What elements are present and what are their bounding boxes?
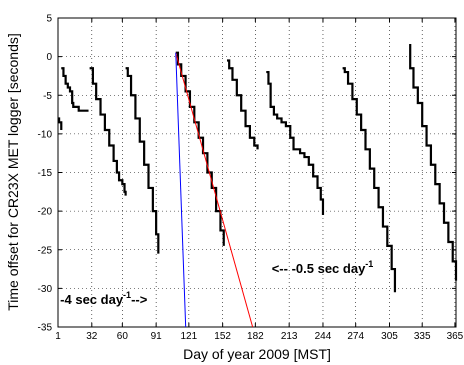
drift-fit-line-10: [175, 52, 187, 328]
y-tick-label: -10: [38, 129, 53, 140]
annotation-1: -4 sec day-1-->: [60, 290, 148, 307]
y-tick-label: -20: [38, 207, 53, 218]
x-tick-label: 274: [347, 331, 364, 342]
drift-fit-line-9: [175, 52, 254, 328]
x-tick-label: 244: [315, 331, 332, 342]
offset-series-segment-3: [125, 67, 160, 254]
offset-series-segment-6: [266, 70, 325, 215]
plot-frame: [57, 17, 457, 328]
x-tick-label: 91: [151, 331, 163, 342]
x-axis-label: Day of year 2009 [MST]: [183, 346, 331, 362]
y-tick-label: 5: [46, 14, 52, 25]
x-tick-label: 121: [181, 331, 198, 342]
y-tick-label: -15: [38, 168, 53, 179]
y-tick-label: -35: [38, 323, 53, 334]
offset-series-segment-7: [342, 67, 397, 293]
x-tick-label: 365: [447, 331, 464, 342]
y-tick-label: -30: [38, 284, 53, 295]
offset-series-segment-8: [409, 43, 458, 281]
x-tick-label: 32: [86, 331, 98, 342]
x-tick-label: 60: [117, 331, 129, 342]
y-tick-label: -5: [43, 91, 52, 102]
x-tick-label: 213: [281, 331, 298, 342]
x-tick-label: 182: [247, 331, 264, 342]
offset-series-segment-4: [175, 51, 225, 246]
x-tick-label: 152: [214, 331, 231, 342]
y-tick-label: 0: [46, 52, 52, 63]
offset-series-segment-0: [57, 117, 63, 131]
y-tick-label: -25: [38, 245, 53, 256]
offset-series-segment-2: [89, 67, 127, 196]
offset-series-segment-1: [61, 67, 89, 112]
annotation-0: <-- -0.5 sec day-1: [272, 259, 374, 276]
x-tick-label: 305: [381, 331, 398, 342]
offset-series-segment-5: [227, 59, 259, 150]
y-axis-label: Time offset for CR23X MET logger [second…: [5, 33, 21, 311]
x-tick-label: 335: [414, 331, 431, 342]
x-tick-label: 1: [55, 331, 61, 342]
